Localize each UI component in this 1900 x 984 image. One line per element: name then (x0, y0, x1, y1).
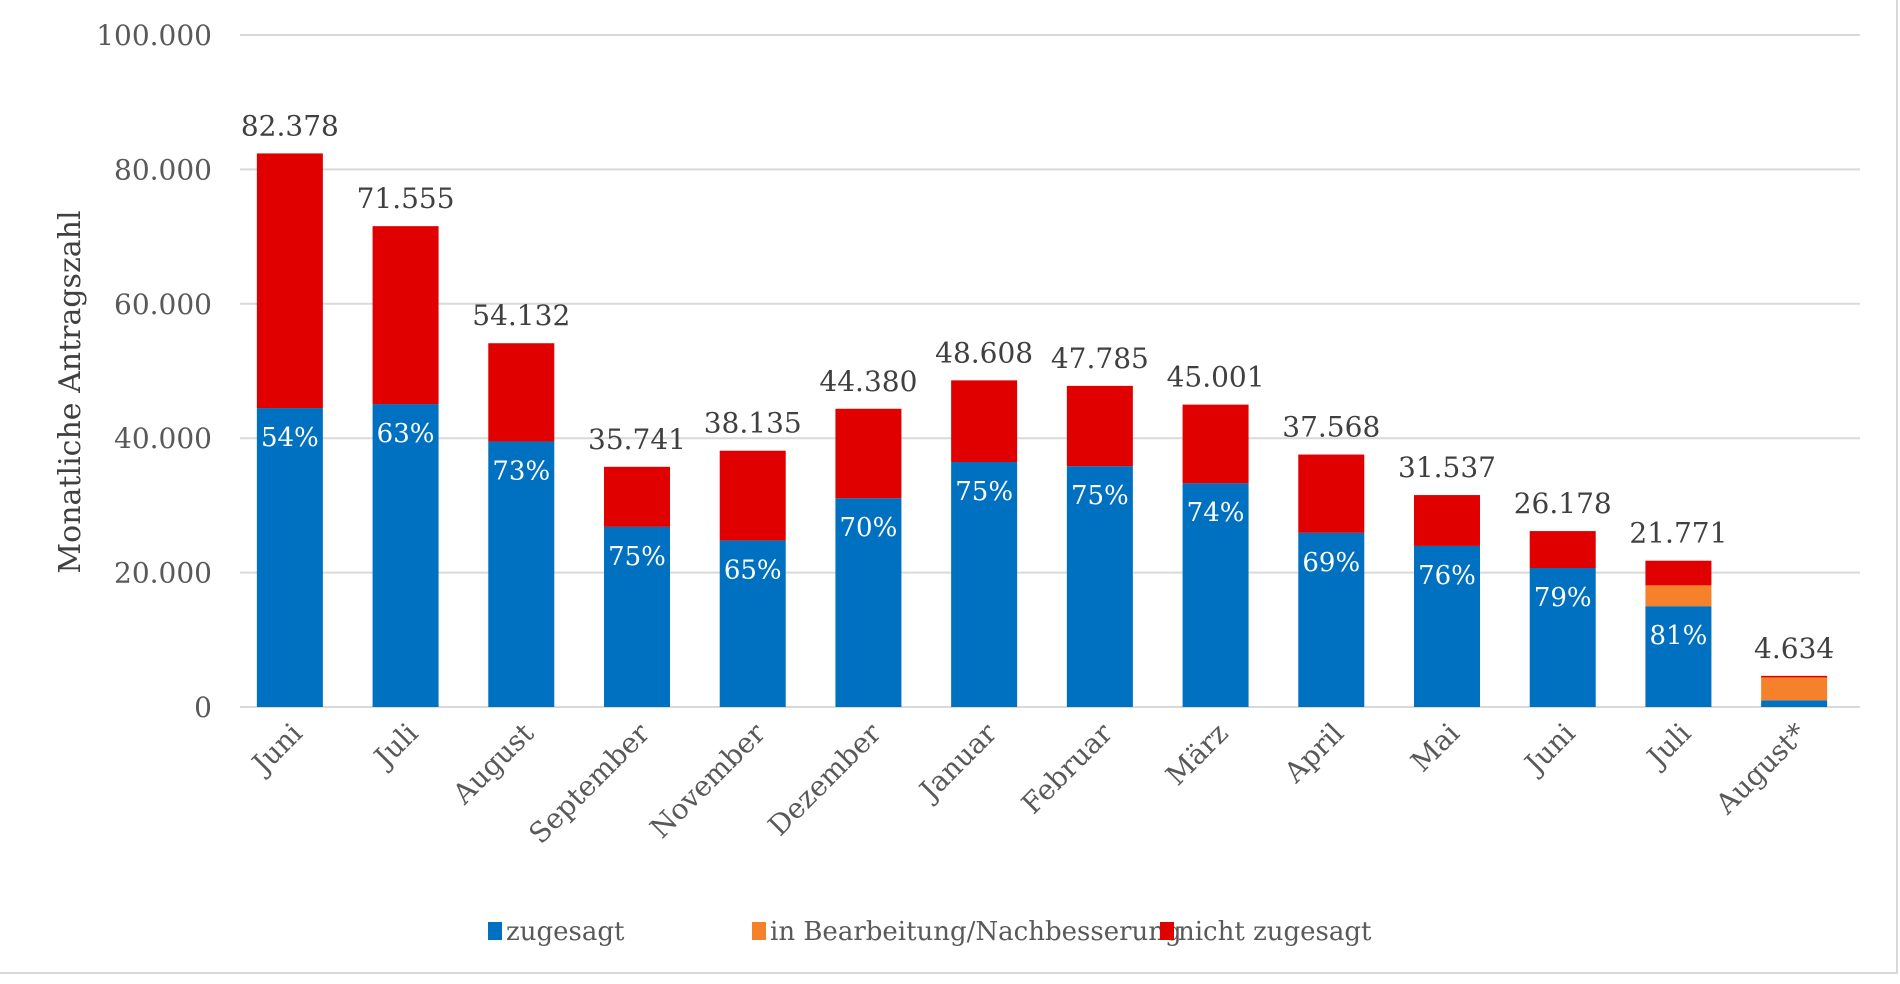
bar-segment (1414, 545, 1480, 707)
percent-data-label: 74% (1187, 498, 1245, 528)
x-tick-label: Juni (1516, 717, 1581, 782)
bar-segment (719, 450, 786, 541)
percent-data-label: 81% (1650, 621, 1708, 651)
bar-segment (488, 441, 555, 707)
y-axis-ticks: 0 20.000 40.000 60.000 80.000 100.000 (96, 19, 212, 724)
x-tick-label: August (446, 716, 541, 811)
x-tick-label: Mai (1404, 717, 1466, 779)
y-tick-label: 0 (194, 691, 212, 724)
percent-data-label: 75% (1071, 481, 1129, 511)
bar-segment (951, 380, 1018, 463)
bar-segment (951, 462, 1018, 707)
x-tick-label: April (1277, 717, 1350, 790)
bar-segment (256, 408, 323, 707)
x-tick-label: Juli (366, 717, 425, 776)
legend-swatch (488, 922, 502, 940)
x-tick-label: Januar (911, 716, 1003, 808)
x-tick-label: Dezember (762, 716, 888, 842)
total-data-label: 37.568 (1282, 411, 1380, 444)
x-tick-label: November (644, 716, 773, 845)
x-tick-label: August* (1709, 717, 1814, 822)
percent-data-label: 75% (955, 477, 1013, 507)
bar-segment (835, 408, 902, 499)
percent-data-label: 65% (724, 555, 782, 585)
bar-segment (1761, 675, 1828, 678)
bar-segment (1529, 568, 1596, 707)
y-tick-label: 80.000 (114, 153, 212, 186)
percent-data-label: 76% (1418, 561, 1476, 591)
legend: zugesagt in Bearbeitung/Nachbesserungnich… (488, 917, 1372, 947)
bar-segment (1182, 404, 1249, 484)
percent-data-label: 54% (261, 423, 319, 453)
bar-segment (1066, 466, 1133, 707)
x-tick-label: Juni (244, 717, 309, 782)
total-data-label: 71.555 (357, 182, 455, 215)
bar-segment (1761, 700, 1828, 707)
total-data-label: 35.741 (588, 423, 686, 456)
bar-segment (1298, 454, 1365, 533)
bar-segment (1414, 495, 1480, 546)
bar-segment (372, 226, 439, 405)
percent-data-label: 69% (1302, 548, 1360, 578)
legend-label: in Bearbeitung/Nachbesserung (770, 917, 1182, 947)
x-tick-label: Juli (1639, 717, 1698, 776)
x-tick-label: März (1159, 717, 1234, 792)
bar-segment (1645, 585, 1712, 607)
bar-segment (1645, 560, 1712, 586)
y-tick-label: 100.000 (96, 19, 212, 52)
percent-data-label: 79% (1534, 583, 1592, 613)
percent-data-label: 70% (840, 513, 898, 543)
legend-label: nicht zugesagt (1178, 917, 1372, 947)
bar-segment (604, 466, 670, 527)
total-data-label: 82.378 (241, 109, 339, 142)
total-data-label: 48.608 (935, 336, 1033, 369)
bar-segment (1066, 385, 1133, 467)
legend-swatch (1160, 922, 1174, 940)
y-axis-label: Monatliche Antragszahl (53, 210, 88, 573)
percent-data-label: 75% (608, 542, 666, 572)
total-data-label: 26.178 (1514, 487, 1612, 520)
y-tick-label: 60.000 (114, 288, 212, 321)
bar-segment (719, 540, 786, 707)
bar-segment (1645, 606, 1712, 707)
y-tick-label: 20.000 (114, 557, 212, 590)
bar-segment (604, 526, 670, 707)
bar-segment (1529, 531, 1596, 569)
bar-segment (835, 498, 902, 707)
bar-segment (1761, 677, 1828, 701)
percent-data-label: 73% (492, 456, 550, 486)
percent-data-label: 63% (377, 419, 435, 449)
total-data-label: 54.132 (472, 299, 570, 332)
total-data-label: 4.634 (1754, 632, 1834, 665)
bars: 82.378 54% 71.555 63% 54.132 73% 35.741 75% 38.1… (241, 109, 1834, 707)
bar-segment (372, 404, 439, 707)
bar-segment (1298, 532, 1365, 707)
bar-segment (1182, 483, 1249, 707)
total-data-label: 44.380 (819, 365, 917, 398)
bar-segment (256, 153, 323, 409)
legend-swatch (752, 922, 766, 940)
y-tick-label: 40.000 (114, 422, 212, 455)
total-data-label: 21.771 (1629, 517, 1727, 550)
total-data-label: 38.135 (704, 407, 802, 440)
total-data-label: 45.001 (1167, 361, 1265, 394)
legend-label: zugesagt (506, 917, 625, 947)
x-tick-label: September (522, 716, 656, 850)
total-data-label: 31.537 (1398, 451, 1496, 484)
total-data-label: 47.785 (1051, 342, 1149, 375)
bar-segment (488, 343, 555, 442)
x-tick-label: Februar (1015, 716, 1119, 820)
